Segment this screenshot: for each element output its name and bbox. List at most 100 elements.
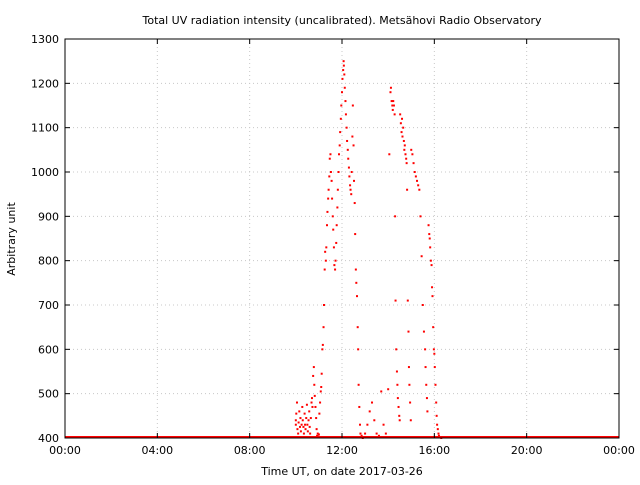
- data-point: [338, 144, 341, 147]
- data-point: [302, 425, 305, 428]
- data-point: [310, 401, 313, 404]
- data-point: [368, 410, 371, 413]
- data-point: [354, 233, 357, 236]
- data-point: [384, 432, 387, 435]
- y-tick-label: 1100: [31, 122, 59, 135]
- data-point: [304, 423, 307, 426]
- data-point: [306, 423, 309, 426]
- y-tick-label: 900: [38, 210, 59, 223]
- data-point: [389, 86, 392, 89]
- data-point: [349, 184, 352, 187]
- data-point: [341, 77, 344, 80]
- data-point: [429, 246, 432, 249]
- data-point: [356, 326, 359, 329]
- data-point: [360, 434, 363, 437]
- data-point: [301, 419, 304, 422]
- x-axis-label: Time UT, on date 2017-03-26: [260, 465, 423, 478]
- data-point: [321, 343, 324, 346]
- grid-layer: [65, 39, 619, 438]
- data-point: [407, 366, 410, 369]
- data-point: [322, 304, 325, 306]
- data-point: [319, 401, 322, 404]
- data-point: [337, 153, 340, 156]
- data-point: [380, 390, 383, 393]
- data-point: [302, 432, 305, 435]
- data-point: [396, 383, 399, 386]
- data-point: [405, 157, 408, 160]
- data-point: [333, 264, 336, 267]
- data-point: [435, 401, 438, 404]
- data-point: [426, 410, 429, 413]
- data-point: [328, 175, 331, 178]
- data-point: [330, 179, 333, 182]
- data-point: [391, 104, 394, 107]
- chart-title: Total UV radiation intensity (uncalibrat…: [142, 14, 542, 27]
- data-point: [353, 179, 356, 182]
- data-point: [395, 370, 398, 373]
- points-layer: [294, 60, 443, 439]
- data-point: [401, 135, 404, 138]
- data-point: [306, 430, 309, 433]
- data-point: [317, 435, 320, 438]
- data-point: [428, 233, 431, 236]
- data-point: [343, 86, 346, 89]
- data-point: [347, 166, 350, 169]
- data-point: [344, 113, 347, 116]
- x-tick-label: 04:00: [141, 444, 173, 457]
- data-point: [347, 157, 350, 160]
- data-point: [297, 421, 300, 424]
- data-point: [317, 433, 320, 436]
- data-point: [298, 410, 301, 413]
- data-point: [422, 330, 425, 333]
- data-point: [325, 224, 328, 227]
- data-point: [424, 366, 427, 369]
- data-point: [403, 148, 406, 151]
- data-point: [416, 179, 419, 182]
- data-point: [404, 153, 407, 156]
- data-point: [344, 100, 347, 103]
- data-point: [373, 419, 376, 422]
- data-point: [325, 246, 328, 249]
- data-point: [359, 432, 362, 435]
- data-point: [410, 148, 413, 151]
- data-point: [337, 171, 340, 173]
- data-point: [320, 386, 323, 389]
- data-point: [371, 401, 374, 404]
- data-point: [354, 268, 357, 271]
- data-point: [399, 122, 402, 125]
- data-point: [420, 255, 423, 258]
- data-point: [432, 348, 435, 351]
- data-point: [319, 390, 322, 393]
- data-point: [425, 383, 428, 386]
- data-point: [328, 157, 331, 160]
- y-tick-label: 1200: [31, 77, 59, 90]
- data-point: [393, 113, 396, 116]
- data-point: [297, 432, 300, 435]
- data-point: [315, 417, 318, 420]
- data-point: [342, 69, 345, 72]
- data-point: [355, 281, 358, 284]
- data-point: [366, 423, 369, 426]
- data-point: [346, 148, 349, 151]
- data-point: [299, 417, 302, 420]
- data-point: [351, 135, 354, 138]
- data-point: [437, 432, 440, 435]
- data-point: [343, 73, 346, 76]
- data-point: [417, 184, 420, 187]
- data-point: [411, 153, 414, 156]
- plot-frame: [64, 38, 620, 439]
- data-point: [406, 188, 409, 191]
- data-point: [399, 113, 402, 116]
- data-point: [339, 117, 342, 120]
- data-point: [430, 264, 433, 267]
- data-point: [324, 259, 327, 262]
- data-point: [327, 188, 330, 191]
- data-point: [349, 188, 352, 191]
- y-tick-label: 500: [38, 388, 59, 401]
- y-tick-label: 600: [38, 343, 59, 356]
- data-point: [316, 432, 319, 435]
- data-point: [336, 188, 339, 191]
- data-point: [436, 423, 439, 426]
